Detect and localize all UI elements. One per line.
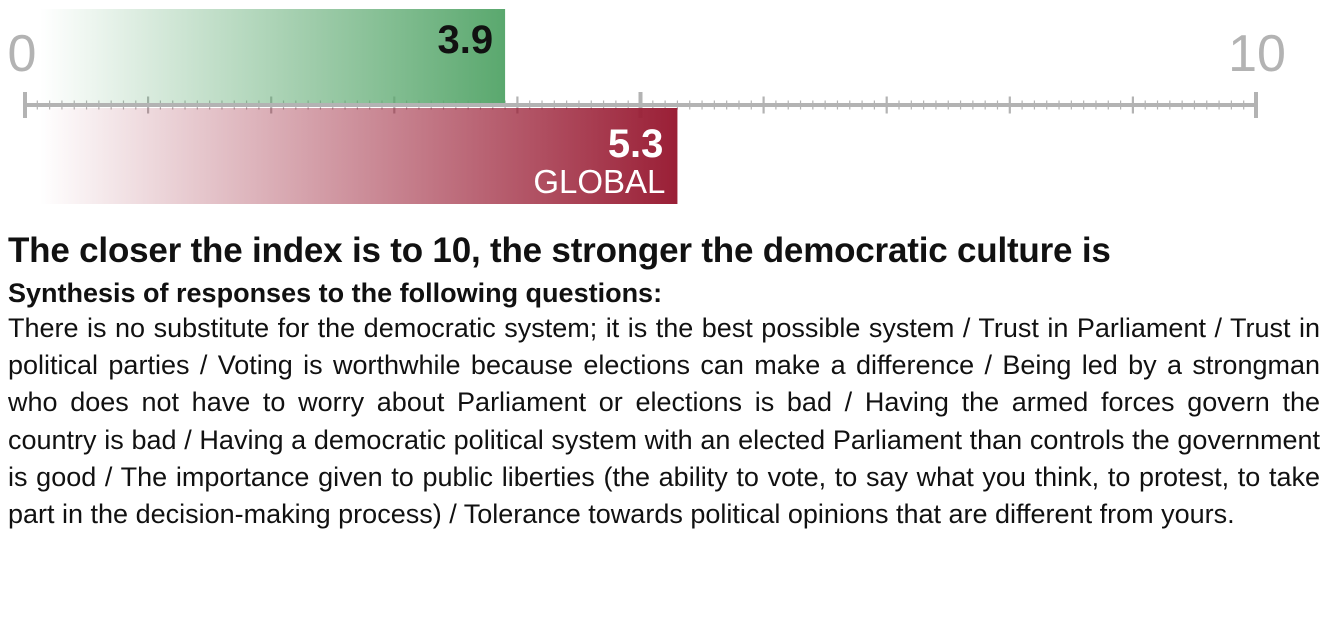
subhead: Synthesis of responses to the following … [8, 278, 663, 308]
bar-global-value: 5.3 [608, 122, 664, 166]
body-text: There is no substitute for the democrati… [8, 313, 1320, 530]
scale-min-label: 0 [8, 25, 37, 83]
bar-country-value: 3.9 [437, 18, 493, 62]
caption: The closer the index is to 10, the stron… [8, 228, 1320, 533]
scale-max-label: 10 [1228, 25, 1286, 83]
index-chart: 0 10 3.9 5.3 GLOBAL [8, 9, 1286, 204]
bar-global [40, 108, 678, 204]
bar-global-label: GLOBAL [533, 163, 665, 200]
headline: The closer the index is to 10, the stron… [8, 231, 1111, 270]
bar-country [40, 9, 506, 104]
